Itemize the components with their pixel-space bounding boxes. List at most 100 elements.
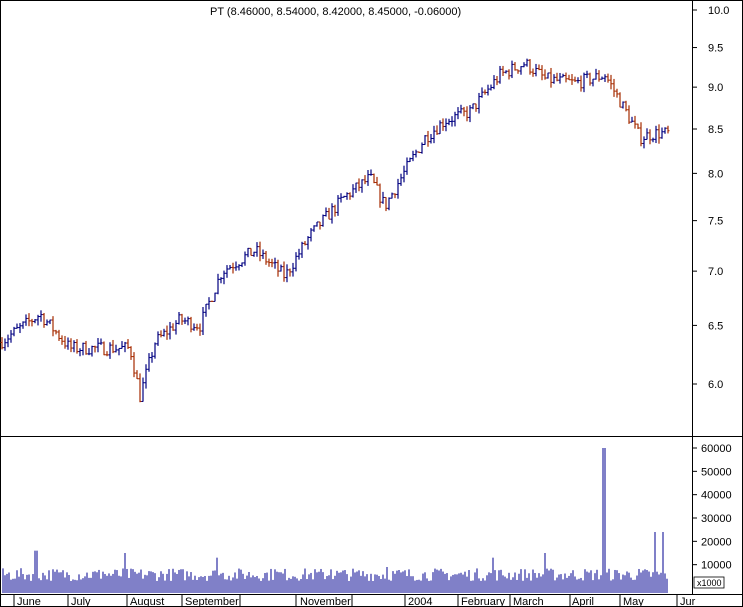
ohlc-bar (570, 74, 574, 85)
volume-bar (552, 569, 554, 593)
volume-bar (452, 574, 454, 593)
ohlc-bar (81, 342, 85, 356)
ohlc-bar (21, 321, 25, 329)
ohlc-bar (495, 76, 499, 86)
ohlc-bar (618, 92, 622, 108)
volume-bar (532, 569, 534, 593)
volume-bar (272, 579, 274, 593)
volume-bar (144, 574, 146, 593)
volume-bar (414, 580, 416, 593)
volume-bar (396, 570, 398, 593)
volume-bar (360, 575, 362, 593)
ohlc-bar (48, 319, 52, 325)
volume-bar (130, 568, 132, 593)
ohlc-bar (624, 100, 628, 112)
volume-bar (170, 580, 172, 593)
ohlc-bar (381, 191, 385, 204)
ohlc-bar (15, 323, 19, 329)
volume-bar (554, 580, 556, 593)
volume-bar (650, 576, 652, 593)
volume-bar (340, 572, 342, 593)
volume-bar (48, 570, 50, 593)
volume-bar (540, 576, 542, 593)
volume-bar (164, 580, 166, 593)
volume-bar (470, 580, 472, 593)
volume-bar (362, 571, 364, 593)
volume-bar (294, 576, 296, 593)
ohlc-bar (222, 270, 226, 285)
ohlc-bar (615, 88, 619, 98)
volume-bar (122, 568, 124, 593)
ohlc-bar (663, 127, 667, 134)
ohlc-bar (420, 142, 424, 154)
volume-bar (422, 573, 424, 593)
ohlc-bar (351, 184, 355, 198)
volume-bar (262, 578, 264, 593)
ohlc-bar (489, 84, 493, 91)
volume-bar (440, 568, 442, 593)
ohlc-bar (42, 312, 46, 328)
volume-bar (476, 568, 478, 593)
ohlc-bar (468, 105, 472, 123)
volume-bar (14, 578, 16, 593)
volume-unit-box (693, 576, 725, 589)
volume-bar (502, 575, 504, 593)
ohlc-bar (363, 175, 367, 185)
volume-bar (380, 579, 382, 593)
ohlc-bar (612, 78, 616, 97)
ohlc-bar (384, 196, 388, 212)
volume-bar (96, 572, 98, 593)
ohlc-bar (555, 72, 559, 82)
ohlc-bar (141, 377, 145, 402)
volume-bar (268, 580, 270, 593)
ohlc-bar (456, 107, 460, 120)
volume-bar (450, 576, 452, 593)
volume-bar (588, 572, 590, 593)
ohlc-bar (84, 340, 88, 355)
volume-bar (82, 578, 84, 593)
volume-bar (180, 569, 182, 593)
volume-bar (524, 569, 526, 593)
volume-bar (108, 573, 110, 593)
ohlc-bar (240, 262, 244, 268)
ohlc-bar (486, 84, 490, 96)
ohlc-bar (492, 75, 496, 90)
ohlc-bar (129, 346, 133, 360)
ohlc-bar (531, 68, 535, 77)
ohlc-bar (534, 63, 538, 77)
volume-bar (416, 579, 418, 593)
volume-bar (86, 572, 88, 593)
volume-bar (438, 570, 440, 593)
ohlc-bar (585, 70, 589, 79)
ohlc-bar (324, 207, 328, 217)
volume-bar (488, 572, 490, 593)
ohlc-bar (267, 258, 271, 267)
volume-bar (8, 572, 10, 593)
volume-bar (382, 574, 384, 593)
volume-bar (664, 573, 666, 593)
volume-bar (392, 571, 394, 593)
ohlc-bar (147, 353, 151, 372)
volume-tick-label: 60000 (701, 443, 732, 455)
volume-bar (38, 578, 40, 593)
volume-bar (508, 572, 510, 593)
volume-bar (232, 577, 234, 593)
volume-bar (630, 577, 632, 593)
month-label: May (623, 596, 644, 607)
ohlc-bar (144, 364, 148, 389)
volume-bar (52, 569, 54, 593)
price-tick-label: 9.5 (708, 43, 723, 55)
volume-bar (84, 576, 86, 593)
volume-bar (26, 574, 28, 593)
ohlc-bar (105, 351, 109, 357)
volume-bar (112, 573, 114, 593)
volume-bar (498, 570, 500, 593)
ohlc-bar (654, 125, 658, 144)
volume-bar (332, 579, 334, 593)
ohlc-bar (402, 165, 406, 183)
volume-bar (218, 575, 220, 593)
price-tick-label: 7.0 (708, 266, 723, 278)
ohlc-bar (435, 125, 439, 135)
